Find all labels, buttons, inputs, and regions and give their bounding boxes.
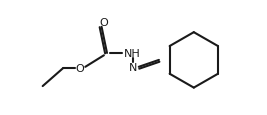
Text: NH: NH	[124, 49, 141, 58]
Text: N: N	[128, 62, 137, 72]
Text: O: O	[100, 18, 108, 28]
Text: O: O	[76, 64, 84, 74]
